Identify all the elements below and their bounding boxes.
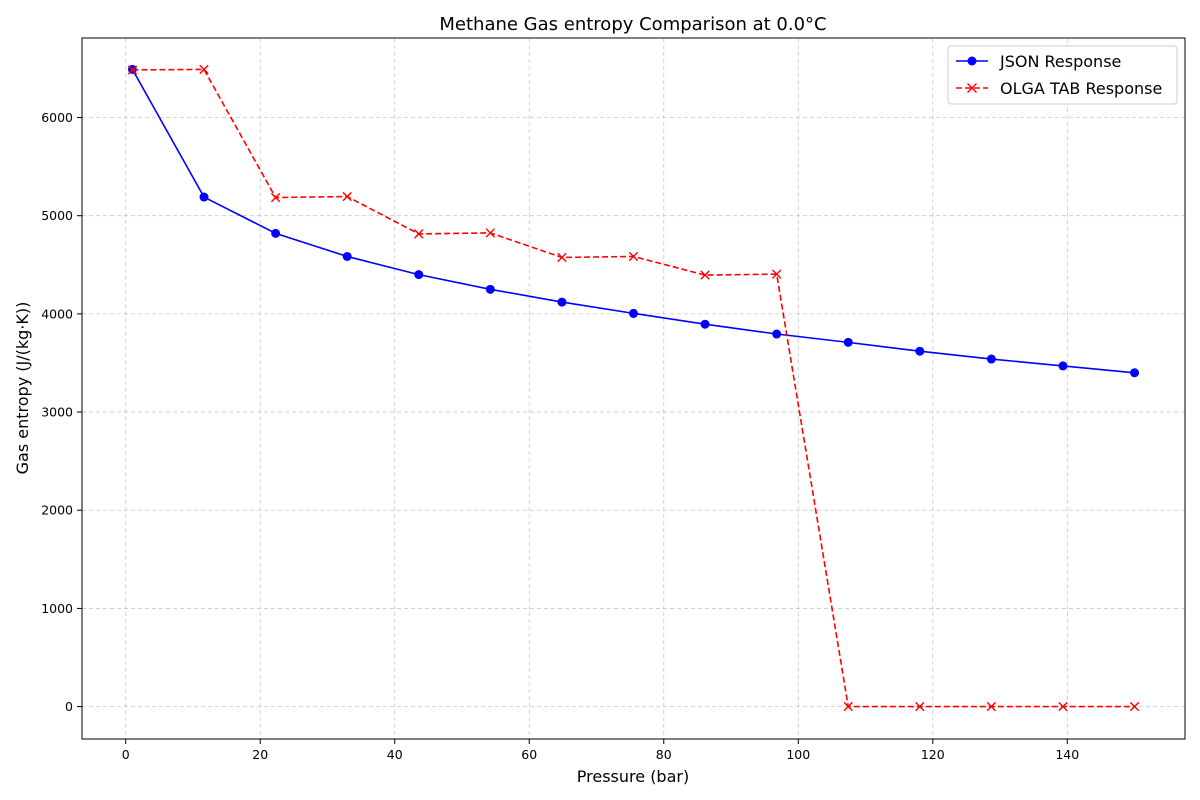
tick-layer: 0 20 40 60 80 100 120 140 0 1000 2000 3000 4000 5000 6… bbox=[41, 110, 1079, 762]
chart-title: Methane Gas entropy Comparison at 0.0°C bbox=[439, 14, 826, 35]
x-tick-label: 100 bbox=[786, 747, 810, 762]
series-line-olga bbox=[132, 68, 1135, 708]
x-tick-label: 80 bbox=[656, 747, 672, 762]
series-layer bbox=[127, 64, 1140, 712]
data-point-olga bbox=[557, 252, 567, 263]
data-point-json bbox=[700, 319, 710, 329]
legend-box bbox=[947, 45, 1178, 105]
data-point-olga bbox=[771, 269, 782, 279]
data-point-olga bbox=[414, 229, 424, 239]
grid bbox=[82, 38, 1185, 739]
legend-json-marker bbox=[967, 56, 977, 66]
x-tick-label: 0 bbox=[122, 747, 130, 762]
data-point-json bbox=[1058, 361, 1068, 371]
data-point-json bbox=[271, 228, 281, 238]
data-point-json bbox=[414, 270, 424, 280]
x-tick-label: 140 bbox=[1055, 747, 1079, 762]
data-point-json bbox=[342, 251, 352, 261]
y-tick-label: 1000 bbox=[41, 601, 73, 616]
x-axis-label: Pressure (bar) bbox=[577, 767, 689, 786]
data-point-olga bbox=[843, 701, 853, 712]
data-point-olga bbox=[199, 64, 209, 75]
y-tick-label: 2000 bbox=[41, 503, 73, 518]
data-point-json bbox=[772, 329, 782, 339]
y-tick-label: 3000 bbox=[41, 405, 73, 420]
plot-frame bbox=[81, 37, 1186, 740]
legend-entry-json: JSON Response bbox=[956, 52, 1121, 71]
data-point-olga bbox=[127, 65, 138, 75]
data-point-json bbox=[557, 297, 567, 307]
y-tick-label: 0 bbox=[65, 699, 73, 714]
x-tick-label: 20 bbox=[252, 747, 268, 762]
data-point-olga bbox=[915, 701, 925, 712]
x-tick-label: 60 bbox=[521, 747, 537, 762]
y-tick-label: 6000 bbox=[41, 110, 73, 125]
data-point-json bbox=[986, 354, 996, 364]
data-point-json bbox=[199, 192, 209, 202]
x-tick-label: 40 bbox=[387, 747, 403, 762]
data-point-olga bbox=[986, 701, 997, 712]
data-point-olga bbox=[700, 270, 710, 280]
data-point-json bbox=[915, 346, 925, 356]
data-point-olga bbox=[270, 192, 281, 203]
y-tick-label: 4000 bbox=[41, 306, 73, 321]
data-point-json bbox=[1130, 368, 1140, 378]
y-axis-label: Gas entropy (J/(kg·K)) bbox=[13, 302, 32, 475]
y-tick-label: 5000 bbox=[41, 208, 73, 223]
data-point-json bbox=[485, 284, 495, 294]
legend-olga-label: OLGA TAB Response bbox=[1000, 79, 1162, 98]
data-point-olga bbox=[1129, 701, 1140, 712]
data-point-json bbox=[843, 337, 853, 347]
x-tick-label: 120 bbox=[921, 747, 945, 762]
data-point-olga bbox=[485, 228, 496, 238]
legend: JSON Response OLGA TAB Response bbox=[947, 45, 1178, 105]
data-point-json bbox=[629, 308, 638, 318]
data-point-olga bbox=[1058, 701, 1068, 712]
series-line-json bbox=[131, 69, 1135, 374]
legend-json-label: JSON Response bbox=[999, 52, 1121, 71]
data-point-olga bbox=[342, 191, 352, 202]
legend-olga-marker bbox=[967, 83, 977, 93]
legend-entry-olga: OLGA TAB Response bbox=[956, 79, 1162, 98]
data-point-olga bbox=[628, 251, 639, 262]
